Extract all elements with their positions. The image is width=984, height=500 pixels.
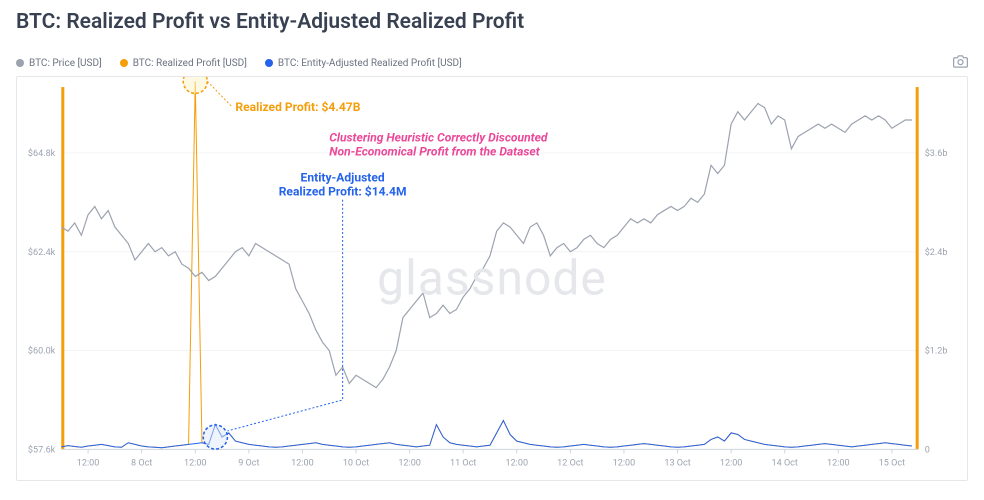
svg-text:12:00: 12:00	[77, 458, 100, 468]
svg-text:10 Oct: 10 Oct	[343, 458, 369, 468]
svg-text:12:00: 12:00	[720, 458, 743, 468]
svg-text:$62.4k: $62.4k	[28, 247, 56, 258]
svg-text:12:00: 12:00	[184, 458, 207, 468]
svg-text:Realized Profit: $4.47B: Realized Profit: $4.47B	[235, 100, 360, 114]
chart-title: BTC: Realized Profit vs Entity-Adjusted …	[16, 10, 968, 34]
svg-text:Entity-AdjustedRealized Profit: Entity-AdjustedRealized Profit: $14.4M	[279, 171, 407, 199]
chart-area[interactable]: $57.6k $60.0k $62.4k $64.8k 0 $1.2b $2.4b $3.6b…	[16, 76, 968, 481]
legend-dot	[16, 59, 24, 67]
legend-item-entity: BTC: Entity-Adjusted Realized Profit [US…	[265, 58, 462, 69]
legend: BTC: Price [USD] BTC: Realized Profit [U…	[16, 50, 968, 76]
camera-icon[interactable]	[953, 54, 968, 72]
svg-text:0: 0	[925, 445, 930, 455]
svg-text:$57.6k: $57.6k	[28, 444, 56, 455]
svg-text:12:00: 12:00	[291, 458, 314, 468]
legend-label: BTC: Entity-Adjusted Realized Profit [US…	[278, 58, 462, 69]
legend-item-price: BTC: Price [USD]	[16, 58, 102, 69]
svg-text:12 Oct: 12 Oct	[557, 458, 583, 468]
svg-text:13 Oct: 13 Oct	[664, 458, 690, 468]
svg-text:8 Oct: 8 Oct	[131, 458, 152, 468]
legend-dot	[120, 59, 128, 67]
svg-text:11 Oct: 11 Oct	[450, 458, 476, 468]
legend-label: BTC: Realized Profit [USD]	[133, 58, 247, 69]
chart-svg: $57.6k $60.0k $62.4k $64.8k 0 $1.2b $2.4b $3.6b…	[17, 77, 967, 480]
svg-text:$64.8k: $64.8k	[28, 148, 56, 159]
svg-text:12:00: 12:00	[506, 458, 529, 468]
svg-text:15 Oct: 15 Oct	[879, 458, 905, 468]
svg-text:$1.2b: $1.2b	[925, 346, 948, 357]
svg-text:$3.6b: $3.6b	[925, 148, 948, 159]
svg-text:$2.4b: $2.4b	[925, 247, 948, 258]
legend-item-realized: BTC: Realized Profit [USD]	[120, 58, 247, 69]
svg-text:12:00: 12:00	[613, 458, 636, 468]
svg-text:9 Oct: 9 Oct	[238, 458, 259, 468]
svg-text:$60.0k: $60.0k	[28, 346, 56, 357]
svg-text:Clustering Heuristic Correctly: Clustering Heuristic Correctly Discounte…	[329, 130, 548, 158]
legend-label: BTC: Price [USD]	[29, 58, 102, 69]
svg-text:12:00: 12:00	[827, 458, 850, 468]
svg-text:12:00: 12:00	[398, 458, 421, 468]
legend-dot	[265, 59, 273, 67]
svg-text:14 Oct: 14 Oct	[772, 458, 798, 468]
